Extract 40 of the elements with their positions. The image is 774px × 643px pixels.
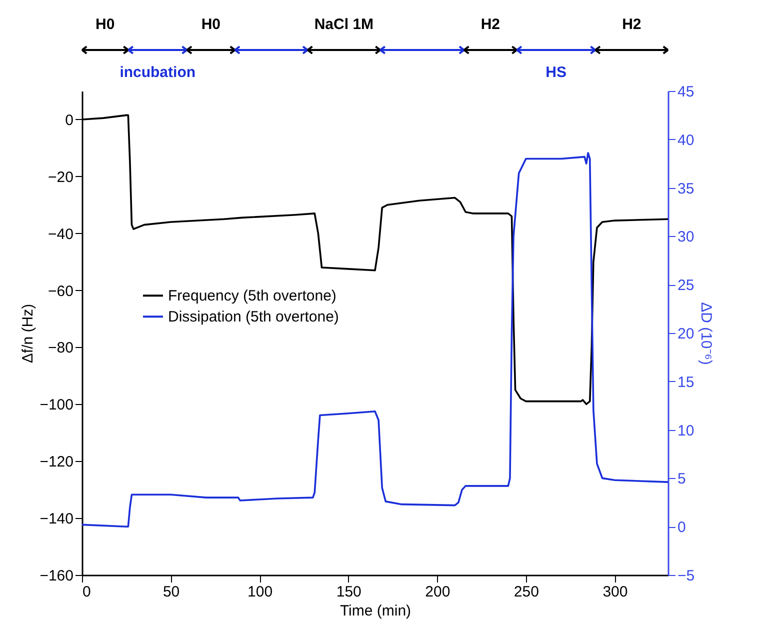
x-tick-label: 100 xyxy=(248,584,273,600)
x-tick-label: 0 xyxy=(82,584,91,600)
y2-tick-label: 40 xyxy=(678,132,694,149)
text: incubation xyxy=(120,64,196,81)
text: H2 xyxy=(480,16,500,33)
y2-tick-label: 35 xyxy=(678,180,694,198)
y2-tick-label: 45 xyxy=(678,84,694,100)
x-tick-label: 200 xyxy=(425,584,450,600)
y2-axis-title: ΔD (10⁻⁶) xyxy=(698,302,715,365)
y-tick-label: −100 xyxy=(40,396,74,414)
y2-tick-label: 25 xyxy=(678,277,694,294)
legend-label: Dissipation (5th overtone) xyxy=(168,308,339,326)
y2-tick-label: 10 xyxy=(678,422,694,440)
y-tick-label: −60 xyxy=(48,282,74,300)
y-tick-label: −20 xyxy=(48,168,74,186)
text: NaCl 1M xyxy=(314,16,374,33)
y2-tick-label: 0 xyxy=(678,519,686,536)
text: H2 xyxy=(622,16,642,33)
x-tick-label: 50 xyxy=(162,584,180,600)
y2-tick-label: 15 xyxy=(678,374,694,391)
y-tick-label: 0 xyxy=(65,112,74,129)
line-series xyxy=(82,152,668,528)
legend-label: Frequency (5th overtone) xyxy=(168,288,336,305)
x-tick-label: 150 xyxy=(336,584,362,600)
y-tick-label: −160 xyxy=(40,568,74,584)
y2-tick-label: 20 xyxy=(678,326,694,342)
y-tick-label: −140 xyxy=(40,510,74,528)
x-axis-title: Time (min) xyxy=(340,602,412,620)
x-tick-label: 250 xyxy=(514,584,539,600)
y2-tick-label: 30 xyxy=(678,228,694,246)
y-tick-label: −40 xyxy=(48,226,74,243)
y-axis-title: Δf/n (Hz) xyxy=(20,304,37,364)
y2-tick-label: −5 xyxy=(678,568,695,584)
text: H0 xyxy=(96,16,115,33)
text: HS xyxy=(546,64,566,81)
x-tick-label: 300 xyxy=(602,584,628,600)
y-tick-label: −80 xyxy=(48,340,74,357)
y2-tick-label: 5 xyxy=(678,470,686,488)
y-tick-label: −120 xyxy=(40,454,74,471)
text: H0 xyxy=(201,16,221,33)
